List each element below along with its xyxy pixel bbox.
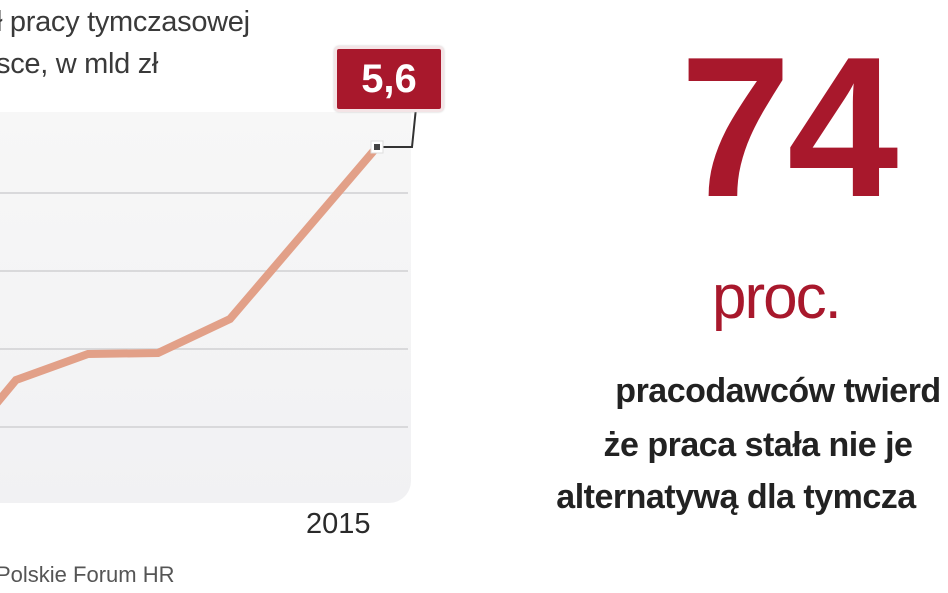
- series-line: [0, 144, 381, 406]
- chart-panel: [0, 112, 411, 503]
- stat-unit: proc.: [712, 263, 842, 332]
- chart-title-line-1: ł pracy tymczasowej: [0, 6, 250, 38]
- value-callout: 5,6: [334, 46, 444, 112]
- source-note: Polskie Forum HR: [0, 562, 175, 587]
- gridlines: [0, 192, 408, 428]
- stat-description-line-3: alternatywą dla tymcza: [556, 478, 916, 516]
- x-axis-label-2015: 2015: [306, 508, 371, 540]
- stat-description-line-2: że praca stała nie je: [603, 426, 913, 464]
- stat-description-line-1: pracodawców twierd: [615, 372, 941, 410]
- stat-number: 74: [680, 16, 898, 239]
- callout-leader: [383, 107, 417, 148]
- chart-title-line-2: sce, w mld zł: [0, 48, 159, 80]
